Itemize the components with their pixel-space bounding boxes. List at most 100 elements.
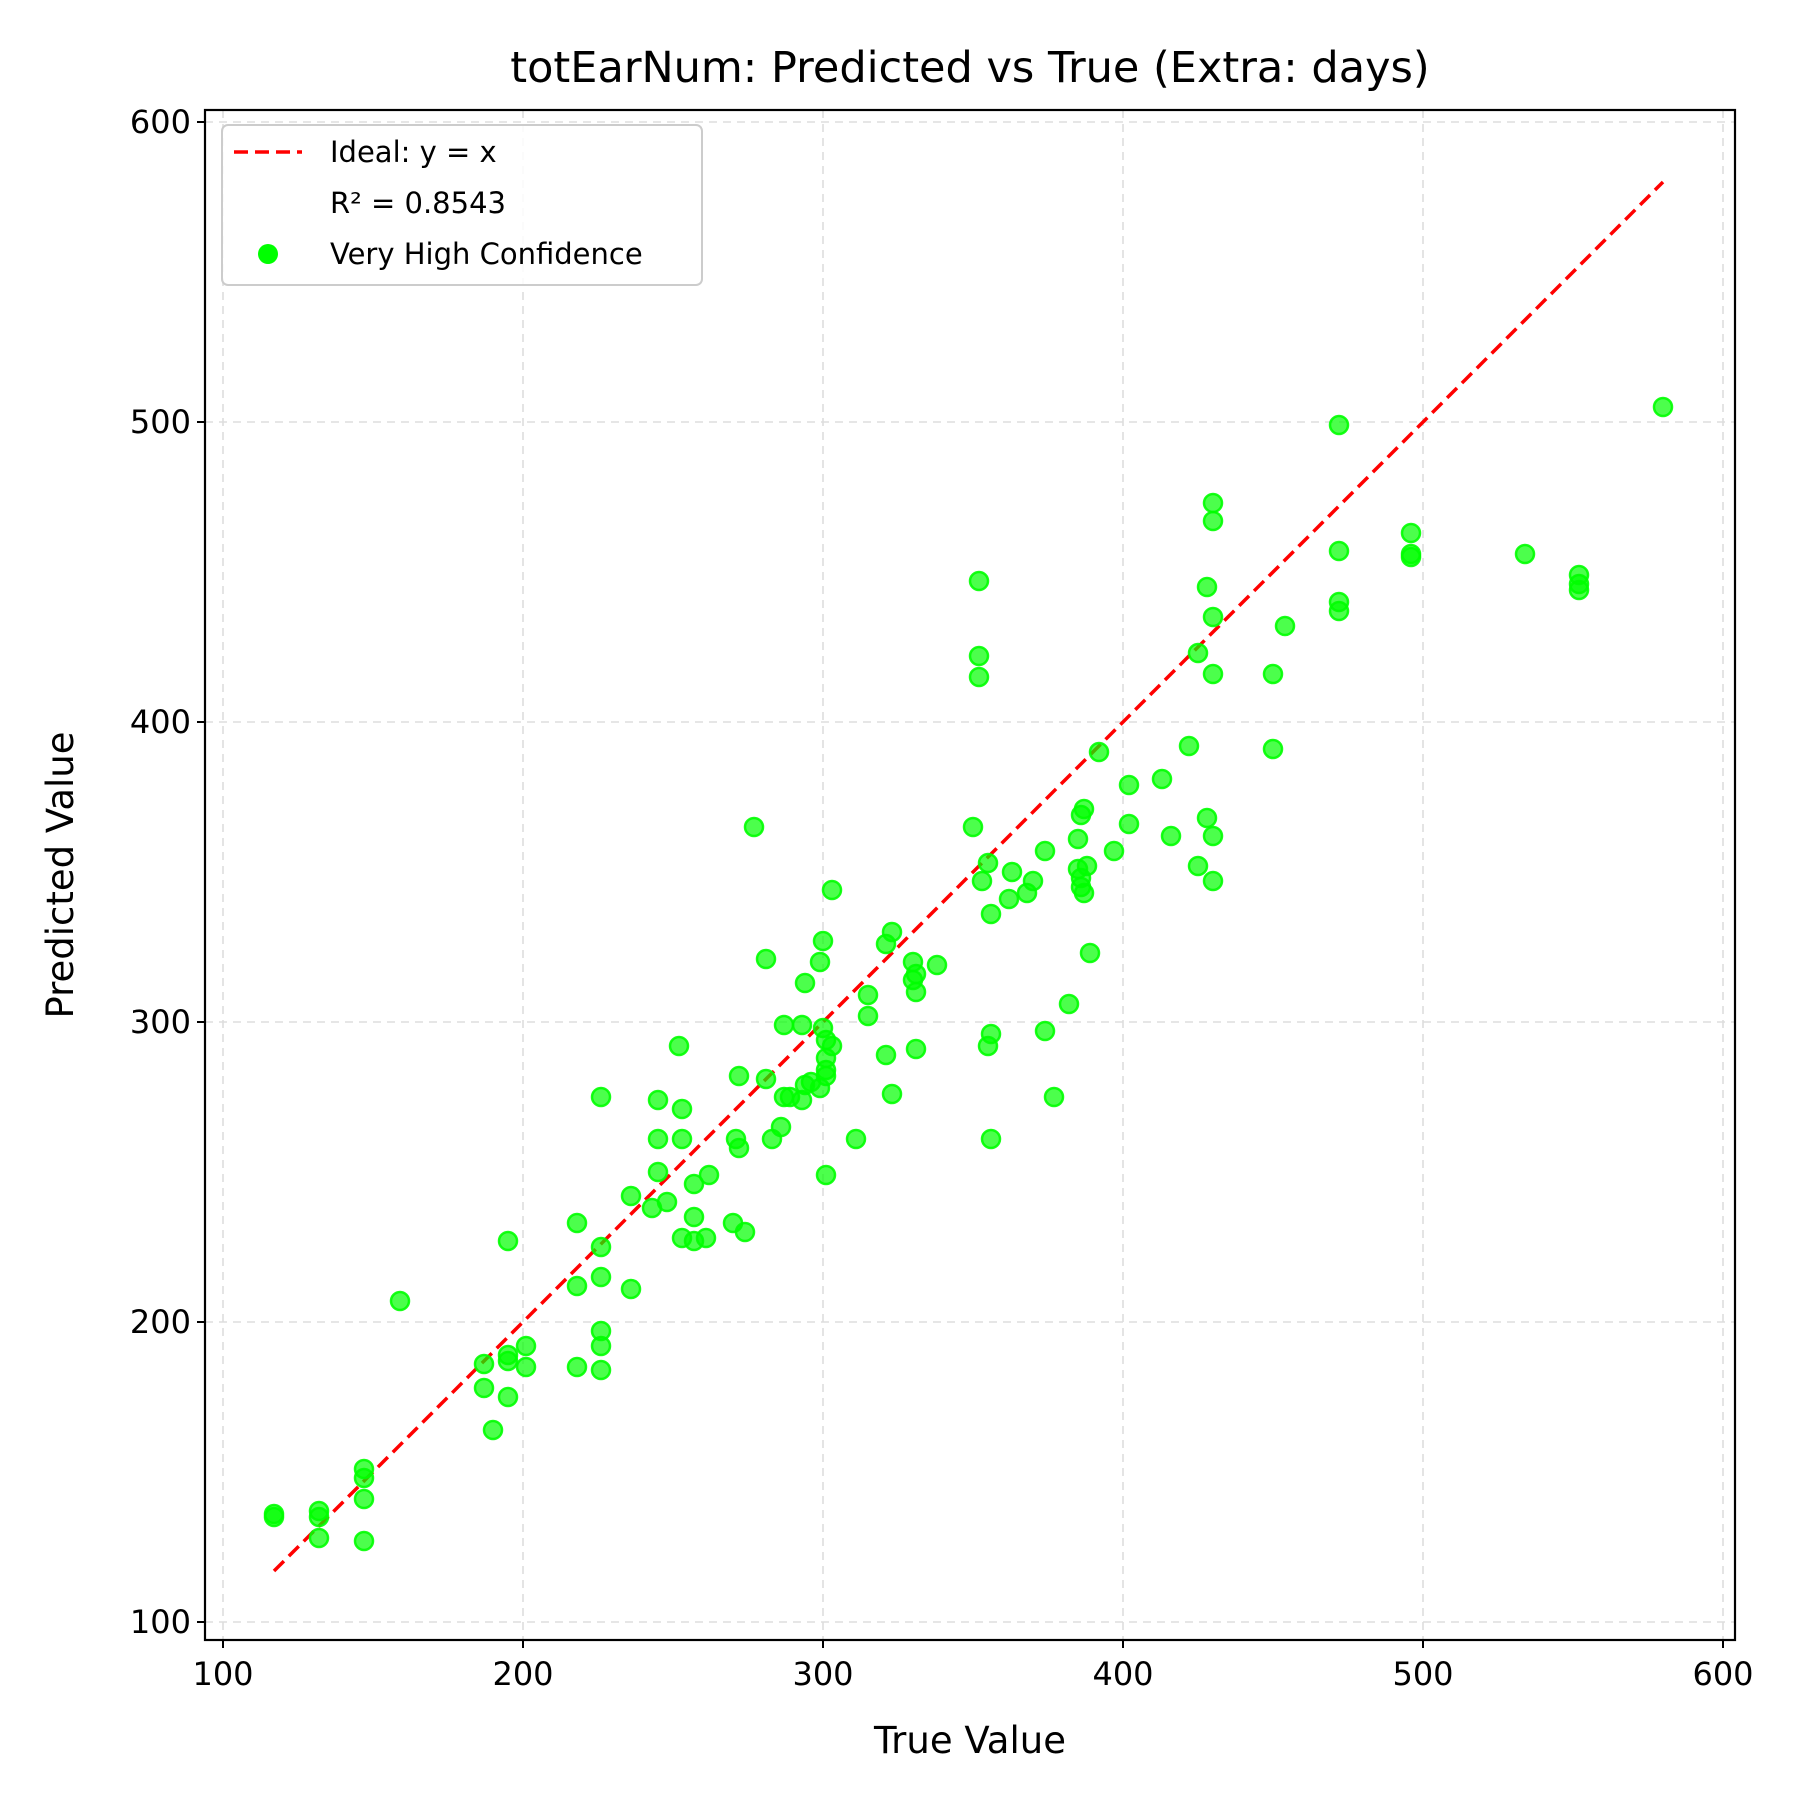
data-point — [647, 1089, 669, 1111]
data-point — [590, 1359, 612, 1381]
data-point — [353, 1488, 375, 1510]
data-point — [980, 1128, 1002, 1150]
data-point — [1202, 663, 1224, 685]
data-point — [1187, 642, 1209, 664]
data-point — [656, 1191, 678, 1213]
data-point — [1568, 564, 1590, 586]
data-point — [1187, 855, 1209, 877]
y-tick-label: 600 — [130, 103, 191, 141]
data-point — [845, 1128, 867, 1150]
data-point — [1196, 576, 1218, 598]
data-point — [1088, 741, 1110, 763]
points-layer — [263, 396, 1674, 1552]
plot-frame — [203, 108, 1737, 1642]
x-tick-label: 400 — [1092, 1655, 1153, 1693]
data-point — [497, 1230, 519, 1252]
data-point — [812, 930, 834, 952]
data-point — [1118, 813, 1140, 835]
data-point — [308, 1527, 330, 1549]
data-point — [809, 951, 831, 973]
ideal-line — [272, 180, 1665, 1573]
data-point — [1328, 591, 1350, 613]
data-point — [473, 1377, 495, 1399]
x-tick-label: 200 — [492, 1655, 553, 1693]
data-point — [1073, 798, 1095, 820]
data-point — [968, 645, 990, 667]
data-point — [620, 1185, 642, 1207]
data-point — [968, 666, 990, 688]
data-point — [1022, 870, 1044, 892]
data-point — [1160, 825, 1182, 847]
data-point — [1067, 828, 1089, 850]
y-axis-ticks: 100 200 300 400 500 600 — [130, 103, 205, 1641]
data-point — [1034, 1020, 1056, 1042]
x-axis-ticks: 100 200 300 400 500 600 — [192, 1640, 1754, 1693]
data-point — [590, 1266, 612, 1288]
data-point — [1178, 735, 1200, 757]
ideal-line-layer — [272, 180, 1665, 1573]
data-point — [1196, 807, 1218, 829]
data-point — [683, 1206, 705, 1228]
data-point — [857, 984, 879, 1006]
data-point — [1202, 510, 1224, 532]
data-point — [815, 1164, 837, 1186]
data-point — [1400, 543, 1422, 565]
data-point — [515, 1356, 537, 1378]
x-axis-label: True Value — [873, 1719, 1066, 1762]
data-point — [728, 1065, 750, 1087]
data-point — [1274, 615, 1296, 637]
x-tick-label: 600 — [1692, 1655, 1753, 1693]
data-point — [1076, 855, 1098, 877]
legend-ideal-label: Ideal: y = x — [330, 135, 497, 169]
data-point — [773, 1014, 795, 1036]
data-point — [566, 1275, 588, 1297]
data-point — [770, 1116, 792, 1138]
legend-box — [221, 124, 703, 286]
data-point — [1202, 825, 1224, 847]
y-tick-label: 200 — [130, 1303, 191, 1341]
data-point — [875, 1044, 897, 1066]
legend-r2-label: R² = 0.8543 — [330, 186, 506, 220]
data-point — [905, 981, 927, 1003]
data-point — [1328, 540, 1350, 562]
data-point — [905, 963, 927, 985]
data-point — [698, 1164, 720, 1186]
data-point — [977, 852, 999, 874]
data-point — [515, 1335, 537, 1357]
data-point — [1079, 942, 1101, 964]
data-point — [566, 1212, 588, 1234]
y-axis-label: Predicted Value — [39, 731, 82, 1018]
data-point — [497, 1344, 519, 1366]
grid-layer — [205, 110, 1735, 1640]
data-point — [668, 1035, 690, 1057]
data-point — [734, 1221, 756, 1243]
data-point — [590, 1086, 612, 1108]
data-point — [881, 921, 903, 943]
data-point — [1262, 738, 1284, 760]
data-point — [1034, 840, 1056, 862]
data-point — [590, 1236, 612, 1258]
data-point — [353, 1458, 375, 1480]
data-point — [743, 816, 765, 838]
data-point — [962, 816, 984, 838]
data-point — [1262, 663, 1284, 685]
data-point — [1328, 414, 1350, 436]
data-point — [671, 1098, 693, 1120]
data-point — [905, 1038, 927, 1060]
data-point — [857, 1005, 879, 1027]
x-tick-label: 100 — [192, 1655, 253, 1693]
data-point — [980, 1023, 1002, 1045]
legend: Ideal: y = x R² = 0.8543 Very High Confi… — [221, 124, 703, 286]
data-point — [821, 1035, 843, 1057]
data-point — [791, 1014, 813, 1036]
data-point — [1073, 882, 1095, 904]
data-point — [683, 1173, 705, 1195]
legend-series-label: Very High Confidence — [330, 237, 643, 271]
data-point — [728, 1137, 750, 1159]
y-tick-label: 300 — [130, 1003, 191, 1041]
data-point — [821, 879, 843, 901]
data-point — [1151, 768, 1173, 790]
data-point — [353, 1530, 375, 1552]
data-point — [620, 1278, 642, 1300]
